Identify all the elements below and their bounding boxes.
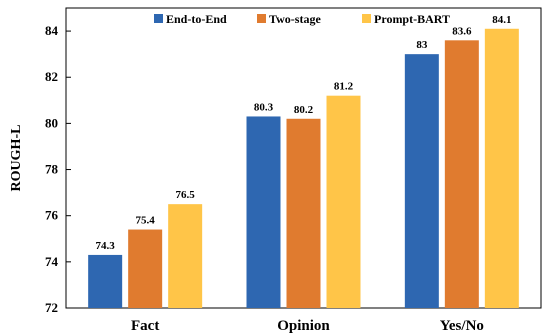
data-label: 84.1 [492, 14, 511, 26]
bar [444, 40, 479, 309]
legend: End-to-End Two-stage Prompt-BART [154, 12, 450, 26]
x-category-label: Fact [131, 318, 159, 334]
legend-label: Two-stage [269, 12, 321, 26]
legend-swatch [154, 14, 163, 23]
legend-label: Prompt-BART [374, 12, 450, 26]
legend-label: End-to-End [166, 12, 227, 26]
data-label: 83 [416, 39, 428, 51]
y-tick-label: 80 [45, 115, 58, 130]
bar [404, 54, 439, 309]
bar [168, 204, 203, 308]
bar [484, 28, 519, 309]
y-tick-label: 84 [45, 23, 59, 38]
y-tick-label: 72 [45, 300, 58, 315]
legend-swatch [362, 14, 371, 23]
bar [326, 95, 361, 308]
data-label: 80.3 [254, 101, 274, 113]
bars: 74.3 75.4 76.5 80.3 80.2 81.2 83 83.6 84.1 [88, 14, 519, 309]
data-label: 74.3 [96, 240, 116, 252]
data-label: 81.2 [334, 81, 354, 93]
y-tick-label: 78 [45, 162, 59, 177]
data-label: 80.2 [294, 104, 314, 116]
bar [128, 229, 163, 308]
bar [246, 116, 281, 308]
x-category-label: Yes/No [440, 318, 484, 334]
data-label: 75.4 [136, 215, 156, 227]
y-tick-label: 76 [45, 208, 59, 223]
bar [88, 254, 123, 308]
x-axis: Fact Opinion Yes/No [131, 318, 484, 334]
y-axis-label: ROUGH-L [9, 125, 24, 192]
data-label: 83.6 [452, 25, 472, 37]
y-tick-label: 74 [45, 254, 59, 269]
y-tick-label: 82 [45, 69, 58, 84]
y-axis: 72 74 76 78 80 82 84 [45, 23, 71, 315]
bar [286, 118, 321, 309]
data-label: 76.5 [176, 189, 196, 201]
legend-swatch [257, 14, 266, 23]
x-category-label: Opinion [277, 318, 330, 334]
